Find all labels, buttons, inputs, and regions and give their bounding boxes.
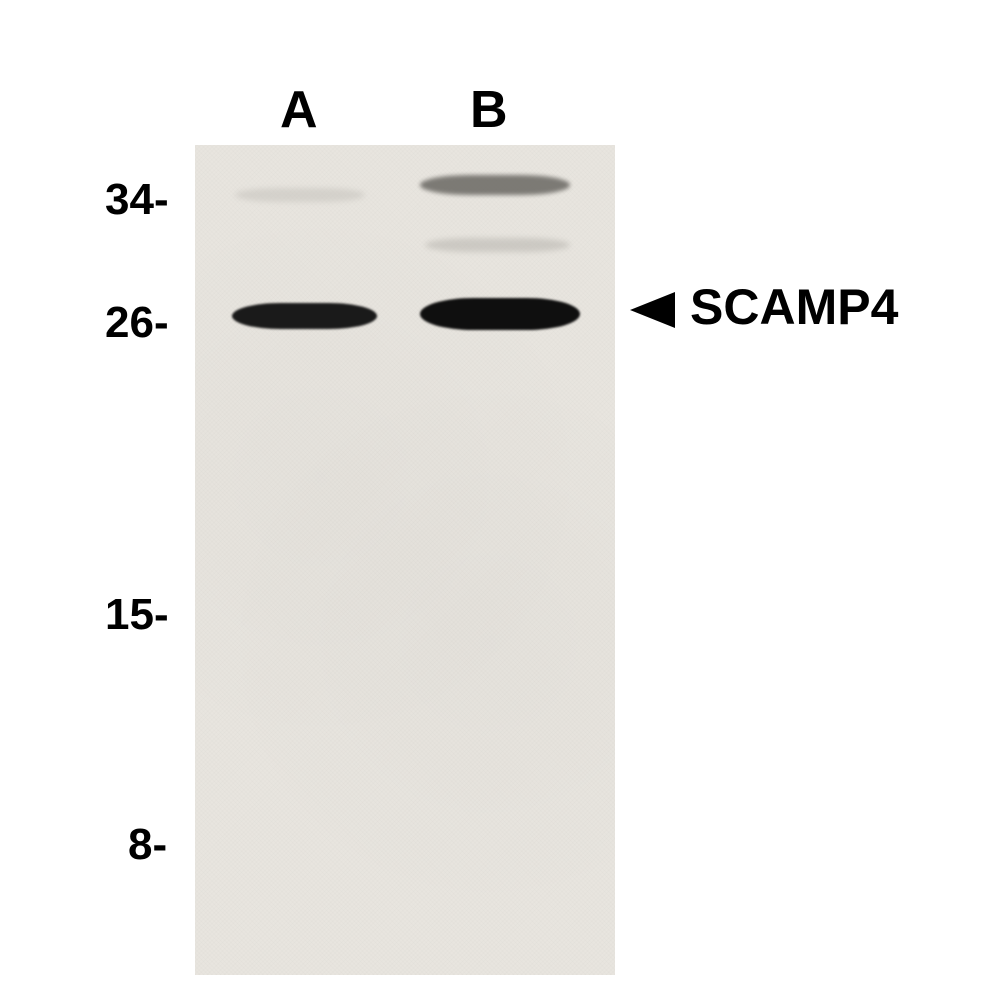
protein-band [235,188,365,202]
protein-band [232,303,377,329]
marker-34: 34- [105,175,169,225]
blot-membrane [195,145,615,975]
marker-15: 15- [105,590,169,640]
target-arrow-icon [630,292,675,328]
protein-band [420,175,570,195]
protein-band [425,238,570,252]
marker-26: 26- [105,298,169,348]
marker-8: 8- [128,820,167,870]
western-blot-figure: A B 34- 26- 15- 8- SCAMP4 [50,60,950,940]
protein-band [420,298,580,330]
target-protein-label: SCAMP4 [690,278,898,336]
lane-a-label: A [280,80,318,140]
lane-b-label: B [470,80,508,140]
